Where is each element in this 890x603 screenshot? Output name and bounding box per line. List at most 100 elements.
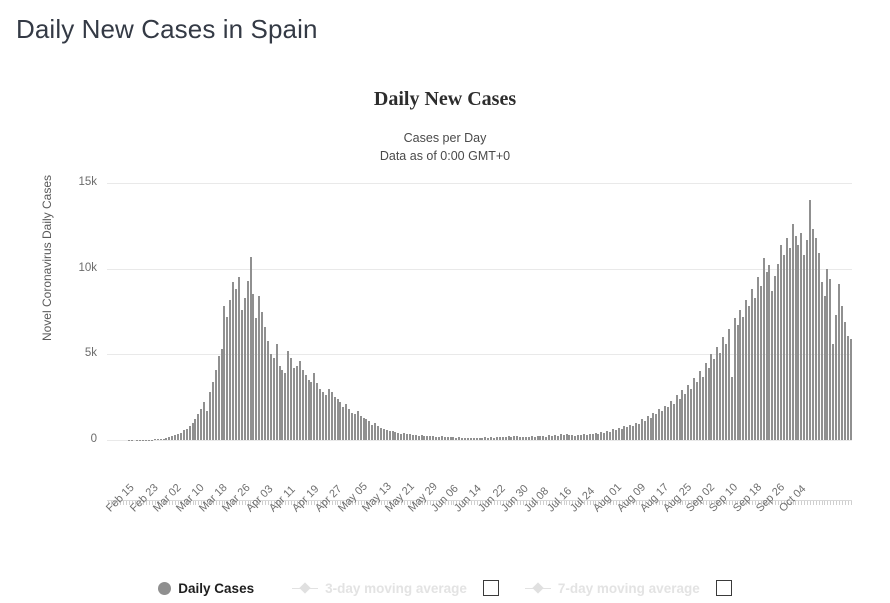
bar[interactable] xyxy=(305,375,307,440)
bar[interactable] xyxy=(450,437,452,440)
bar[interactable] xyxy=(441,436,443,440)
bar[interactable] xyxy=(505,437,507,440)
bar[interactable] xyxy=(681,390,683,440)
bar[interactable] xyxy=(438,437,440,440)
bar[interactable] xyxy=(409,434,411,440)
bar[interactable] xyxy=(380,428,382,440)
legend-item-7-day-moving-average[interactable]: 7-day moving average xyxy=(525,581,700,596)
bar[interactable] xyxy=(383,429,385,440)
bar[interactable] xyxy=(212,382,214,440)
bar[interactable] xyxy=(180,433,182,440)
bar[interactable] xyxy=(621,429,623,440)
bar[interactable] xyxy=(429,436,431,440)
bar[interactable] xyxy=(728,329,730,440)
bar[interactable] xyxy=(768,265,770,440)
bar[interactable] xyxy=(792,224,794,440)
bar[interactable] xyxy=(226,317,228,440)
bar[interactable] xyxy=(209,392,211,440)
bar[interactable] xyxy=(389,431,391,440)
bar[interactable] xyxy=(702,377,704,440)
bar[interactable] xyxy=(206,411,208,440)
bar[interactable] xyxy=(525,437,527,440)
bar[interactable] xyxy=(574,436,576,440)
bar[interactable] xyxy=(186,429,188,440)
bar[interactable] xyxy=(586,435,588,440)
bar[interactable] xyxy=(339,402,341,440)
bar[interactable] xyxy=(818,253,820,440)
bar[interactable] xyxy=(479,438,481,440)
bar[interactable] xyxy=(644,421,646,440)
bar[interactable] xyxy=(328,389,330,440)
bar[interactable] xyxy=(490,437,492,440)
bar[interactable] xyxy=(374,423,376,440)
bar[interactable] xyxy=(519,437,521,440)
bar[interactable] xyxy=(322,392,324,440)
bar[interactable] xyxy=(412,435,414,440)
bar[interactable] xyxy=(516,436,518,440)
bar[interactable] xyxy=(710,354,712,440)
bar[interactable] xyxy=(368,421,370,440)
bar[interactable] xyxy=(725,344,727,440)
bar[interactable] xyxy=(435,437,437,440)
bar[interactable] xyxy=(400,434,402,441)
bar[interactable] xyxy=(302,370,304,440)
bar[interactable] xyxy=(650,418,652,440)
bar[interactable] xyxy=(244,298,246,440)
bar[interactable] xyxy=(844,322,846,440)
bar[interactable] xyxy=(838,284,840,440)
bar[interactable] xyxy=(797,245,799,440)
bar[interactable] xyxy=(806,240,808,440)
bar[interactable] xyxy=(183,430,185,440)
bar[interactable] xyxy=(745,300,747,440)
bar[interactable] xyxy=(510,437,512,440)
bar[interactable] xyxy=(551,436,553,440)
bar[interactable] xyxy=(809,200,811,440)
bar[interactable] xyxy=(612,429,614,440)
bar[interactable] xyxy=(696,382,698,440)
bar[interactable] xyxy=(426,436,428,440)
bar[interactable] xyxy=(537,436,539,440)
bar[interactable] xyxy=(754,298,756,440)
bar[interactable] xyxy=(455,438,457,440)
bar[interactable] xyxy=(850,339,852,440)
bar[interactable] xyxy=(618,428,620,440)
bar[interactable] xyxy=(334,397,336,440)
bar[interactable] xyxy=(589,434,591,441)
bar[interactable] xyxy=(542,436,544,440)
bar[interactable] xyxy=(563,435,565,440)
bar[interactable] xyxy=(713,359,715,440)
bar[interactable] xyxy=(165,438,167,440)
bar[interactable] xyxy=(629,425,631,440)
bar[interactable] xyxy=(786,238,788,440)
bar[interactable] xyxy=(461,438,463,440)
bar[interactable] xyxy=(847,336,849,441)
bar[interactable] xyxy=(609,432,611,440)
bar[interactable] xyxy=(679,399,681,440)
bar[interactable] xyxy=(476,438,478,440)
bar[interactable] xyxy=(221,349,223,440)
bar[interactable] xyxy=(835,315,837,440)
bar[interactable] xyxy=(708,368,710,440)
bar[interactable] xyxy=(716,347,718,440)
bar[interactable] xyxy=(632,426,634,440)
bar[interactable] xyxy=(545,437,547,440)
bar[interactable] xyxy=(528,437,530,440)
bar[interactable] xyxy=(171,436,173,440)
bar[interactable] xyxy=(296,366,298,440)
bar[interactable] xyxy=(273,358,275,440)
legend-item-3-day-moving-average[interactable]: 3-day moving average xyxy=(292,581,467,596)
bar[interactable] xyxy=(508,436,510,440)
bar[interactable] xyxy=(444,437,446,440)
bar[interactable] xyxy=(534,437,536,440)
bar[interactable] xyxy=(539,436,541,440)
bar[interactable] xyxy=(499,437,501,440)
bar[interactable] xyxy=(800,233,802,440)
bar[interactable] xyxy=(803,255,805,440)
legend-checkbox-3-day-moving-average[interactable] xyxy=(483,580,499,596)
legend-checkbox-7-day-moving-average[interactable] xyxy=(716,580,732,596)
chart-legend[interactable]: Daily Cases 3-day moving average 7-day m… xyxy=(0,573,890,603)
bar[interactable] xyxy=(252,294,254,440)
bar[interactable] xyxy=(261,312,263,441)
bar-series-daily-cases[interactable] xyxy=(107,183,852,440)
bar[interactable] xyxy=(829,279,831,440)
